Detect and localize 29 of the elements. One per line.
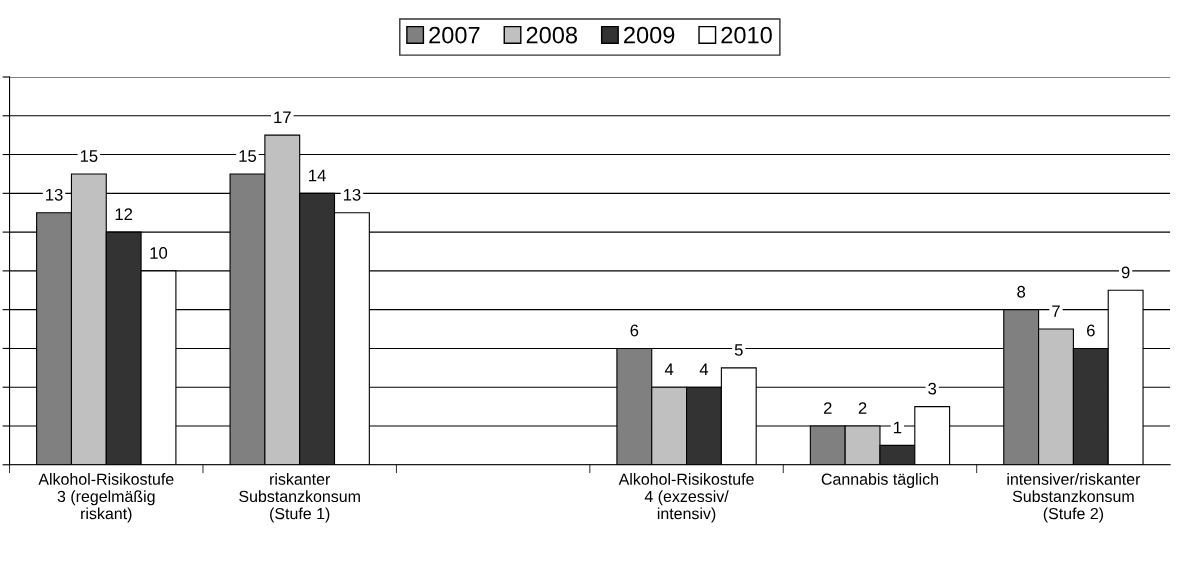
data-label: 10 [150,247,168,259]
legend-label: 2009 [624,26,675,44]
data-label: 13 [46,188,63,201]
data-label: 17 [274,111,291,123]
data-label: 13 [343,188,361,201]
data-label: 15 [239,150,257,162]
data-label: 12 [115,208,133,220]
x-tick-label: Alkohol-Risikostufe 4 (exzessiv/ intensiv) [618,473,754,523]
x-tick-label: Alkohol-Risikostufe 3 (regelmäßig riskant) [38,473,174,523]
data-label: 6 [1087,324,1095,337]
data-label: 6 [630,324,639,337]
x-tick-label: Cannabis täglich [821,473,938,488]
data-label: 1 [894,421,902,434]
data-label: 14 [309,169,326,182]
data-label: 3 [928,382,937,395]
data-label: 7 [1052,305,1060,317]
x-tick-label: riskanter Substanzkonsum (Stufe 1) [239,473,360,523]
legend-label: 2010 [721,26,772,44]
data-label: 8 [1017,285,1026,298]
data-label: 2 [823,402,832,414]
data-label: 15 [80,150,98,162]
data-label: 2 [858,402,867,414]
data-label: 4 [699,363,709,376]
legend-label: 2008 [526,26,578,44]
legend-label: 2007 [429,26,480,44]
x-tick-label: intensiver/riskanter Substanzkonsum (Stufe 2) [1007,473,1141,523]
data-label: 4 [664,363,674,376]
data-label: 5 [734,344,743,356]
data-label: 9 [1121,266,1130,279]
